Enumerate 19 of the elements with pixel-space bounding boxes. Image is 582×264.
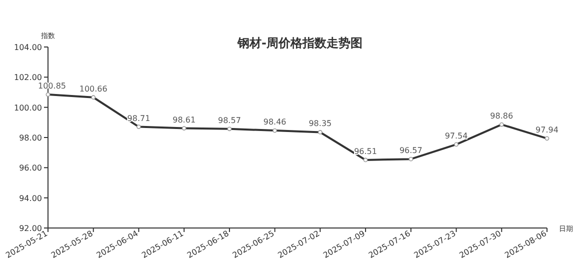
chart-title: 钢材-周价格指数走势图 — [236, 36, 362, 50]
data-label: 100.66 — [79, 84, 108, 94]
y-tick-label: 94.00 — [19, 194, 42, 203]
data-label: 98.35 — [308, 119, 332, 128]
data-label: 96.51 — [354, 146, 377, 156]
y-tick-label: 96.00 — [19, 164, 42, 173]
y-tick-label: 92.00 — [19, 224, 42, 233]
y-tick-label: 104.00 — [14, 43, 42, 52]
y-tick-label: 100.00 — [14, 103, 42, 112]
data-label: 97.94 — [536, 125, 558, 134]
data-label: 98.71 — [127, 114, 150, 123]
data-label: 98.46 — [263, 118, 286, 127]
y-tick-label: 98.00 — [19, 134, 42, 142]
data-label: 98.86 — [490, 112, 514, 121]
data-label: 98.57 — [218, 116, 241, 125]
data-label: 98.61 — [172, 115, 196, 124]
y-tick-label: 102.00 — [14, 73, 42, 82]
data-label: 97.54 — [444, 131, 468, 140]
data-label: 96.57 — [399, 146, 422, 156]
